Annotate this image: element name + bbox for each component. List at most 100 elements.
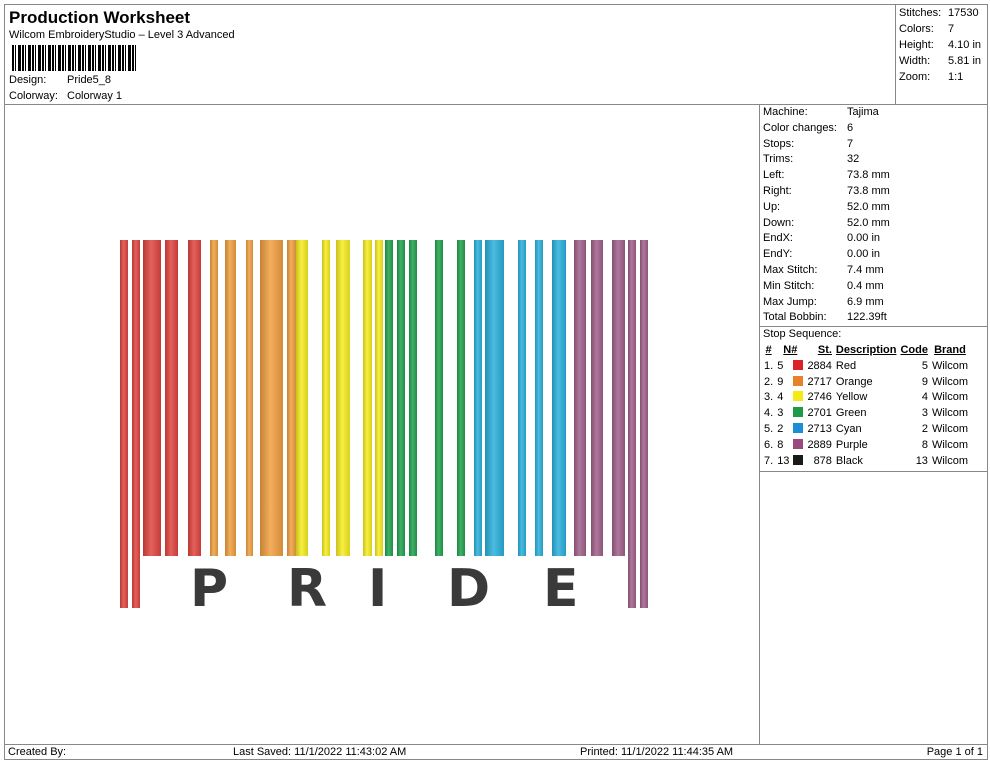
design-canvas: [4, 104, 760, 745]
stop-number: 7.: [764, 454, 774, 467]
stop-row: 2. 9 2717 Orange 9 Wilcom: [762, 375, 970, 391]
property-label: Total Bobbin:: [763, 311, 827, 324]
needle-number: 8: [777, 438, 784, 451]
column-header: St.: [817, 343, 832, 356]
property-row: Total Bobbin: 122.39ft: [760, 310, 987, 326]
stat-value: 17530: [948, 7, 979, 19]
printed-date: Printed: 11/1/2022 11:44:35 AM: [580, 746, 734, 758]
stop-number: 6.: [764, 438, 774, 451]
property-label: Color changes:: [763, 121, 837, 134]
property-row: EndY: 0.00 in: [760, 247, 987, 263]
stat-row: Stitches: 17530: [896, 5, 987, 21]
stat-value: 7: [948, 23, 955, 35]
property-row: Down: 52.0 mm: [760, 216, 987, 232]
stop-number: 3.: [764, 391, 774, 404]
worksheet-header: Production Worksheet Wilcom EmbroiderySt…: [4, 4, 896, 105]
property-value: 6.9 mm: [847, 295, 884, 308]
color-swatch: [793, 375, 804, 386]
column-header: N#: [783, 343, 798, 356]
stat-value: 5.81 in: [948, 55, 982, 67]
property-value: 0.4 mm: [847, 279, 884, 292]
stat-row: Height: 4.10 in: [896, 37, 987, 53]
property-row: Right: 73.8 mm: [760, 184, 987, 200]
footer: Created By: Last Saved: 11/1/2022 11:43:…: [4, 744, 988, 760]
property-value: 7.4 mm: [847, 263, 884, 276]
property-row: Machine: Tajima: [760, 105, 987, 121]
color-swatch: [793, 391, 804, 402]
color-code: 3: [921, 407, 928, 420]
property-label: Trims:: [763, 153, 794, 166]
stat-row: Colors: 7: [896, 21, 987, 37]
color-swatch: [793, 359, 804, 370]
stat-label: Colors:: [899, 23, 934, 35]
color-code: 2: [921, 422, 928, 435]
property-row: Max Jump: 6.9 mm: [760, 295, 987, 311]
column-header: #: [765, 343, 772, 356]
property-label: Max Jump:: [763, 295, 817, 308]
swatch-cell: [791, 454, 805, 470]
property-row: Up: 52.0 mm: [760, 200, 987, 216]
stitch-count: 878: [813, 454, 832, 467]
stat-row: Width: 5.81 in: [896, 53, 987, 69]
column-header: Description: [835, 343, 897, 356]
color-swatch: [793, 454, 804, 465]
property-label: Min Stitch:: [763, 279, 815, 292]
needle-number: 9: [777, 375, 784, 388]
property-row: Stops: 7: [760, 137, 987, 153]
stats-box: Stitches: 17530 Colors: 7 Height: 4.10 in Widt…: [895, 4, 988, 105]
stitch-count: 2713: [807, 422, 832, 435]
property-value: 0.00 in: [847, 232, 881, 245]
property-label: Machine:: [763, 106, 808, 118]
property-row: Min Stitch: 0.4 mm: [760, 279, 987, 295]
stitch-count: 2884: [807, 359, 832, 372]
stitch-count: 2701: [807, 407, 832, 420]
needle-number: 13: [777, 454, 790, 467]
colorway-value: Colorway 1: [67, 90, 123, 102]
thread-brand: Wilcom: [931, 359, 968, 372]
thread-brand: Wilcom: [931, 391, 968, 404]
needle-number: 5: [777, 359, 784, 372]
stop-number: 2.: [764, 375, 774, 388]
property-value: 52.0 mm: [847, 216, 890, 229]
stop-row: 4. 3 2701 Green 3 Wilcom: [762, 406, 970, 422]
thread-brand: Wilcom: [931, 438, 968, 451]
property-label: EndY:: [763, 248, 793, 261]
swatch-cell: [791, 375, 805, 391]
color-description: Black: [835, 454, 863, 467]
color-description: Green: [835, 407, 867, 420]
property-label: EndX:: [763, 232, 793, 245]
thread-brand: Wilcom: [931, 422, 968, 435]
stat-label: Zoom:: [899, 71, 931, 83]
page-title: Production Worksheet: [9, 8, 191, 27]
thread-brand: Wilcom: [931, 454, 968, 467]
stop-row: 6. 8 2889 Purple 8 Wilcom: [762, 438, 970, 454]
color-code: 5: [921, 359, 928, 372]
page-number: Page 1 of 1: [926, 746, 983, 758]
color-description: Yellow: [835, 391, 868, 404]
stop-number: 5.: [764, 422, 774, 435]
property-label: Stops:: [763, 137, 795, 150]
color-code: 8: [921, 438, 928, 451]
stop-row: 3. 4 2746 Yellow 4 Wilcom: [762, 390, 970, 406]
last-saved: Last Saved: 11/1/2022 11:43:02 AM: [233, 746, 407, 758]
color-code: 13: [915, 454, 928, 467]
swatch-cell: [791, 406, 805, 422]
stitch-count: 2889: [807, 438, 832, 451]
stop-sequence-title: Stop Sequence:: [763, 328, 842, 341]
stat-value: 4.10 in: [948, 39, 982, 51]
property-label: Right:: [763, 184, 792, 197]
stat-label: Width:: [899, 55, 931, 67]
created-by: Created By:: [8, 746, 67, 758]
property-row: EndX: 0.00 in: [760, 231, 987, 247]
property-value: 52.0 mm: [847, 200, 890, 213]
property-row: Trims: 32: [760, 152, 987, 168]
software-name: Wilcom EmbroideryStudio – Level 3 Advanc…: [9, 29, 235, 41]
needle-number: 2: [777, 422, 784, 435]
colorway-field: Colorway: Colorway 1: [9, 90, 122, 102]
thread-brand: Wilcom: [931, 375, 968, 388]
info-panel: Machine: Tajima Color changes: 6 Stops: 7 Trim…: [759, 104, 988, 745]
property-value: 73.8 mm: [847, 169, 890, 182]
color-description: Red: [835, 359, 857, 372]
color-description: Purple: [835, 438, 868, 451]
colorway-label: Colorway:: [9, 90, 58, 102]
